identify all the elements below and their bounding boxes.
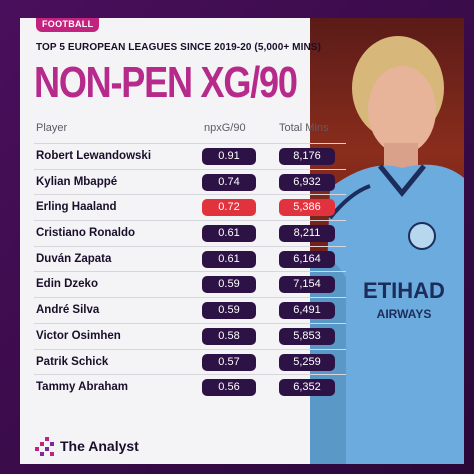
total-mins-value: 6,352 [279, 379, 335, 397]
player-name: Erling Haaland [36, 201, 117, 214]
npxg-value: 0.61 [202, 225, 256, 243]
club-badge-icon [408, 222, 436, 250]
npxg-value: 0.74 [202, 173, 256, 191]
stats-table: Robert Lewandowski 0.91 8,176 Kylian Mbappé… [34, 143, 346, 400]
npxg-value: 0.56 [202, 379, 256, 397]
table-row: André Silva 0.59 6,491 [34, 297, 346, 323]
table-row: Duván Zapata 0.61 6,164 [34, 245, 346, 272]
player-name: Robert Lewandowski [36, 150, 152, 162]
table-row: Tammy Abraham 0.56 6,352 [34, 374, 346, 400]
npxg-value: 0.59 [202, 302, 256, 320]
subtitle: TOP 5 EUROPEAN LEAGUES SINCE 2019-20 (5,… [36, 42, 322, 53]
table-row: Cristiano Ronaldo 0.61 8,211 [34, 220, 346, 246]
total-mins-value: 6,932 [279, 173, 335, 191]
player-name: Duván Zapata [36, 252, 112, 265]
table-row: Robert Lewandowski 0.91 8,176 [34, 143, 346, 169]
npxg-value: 0.91 [202, 148, 256, 165]
total-mins-value: 7,154 [279, 276, 335, 294]
collar-shape [378, 164, 426, 197]
npxg-value: 0.58 [202, 327, 256, 345]
table-row: Kylian Mbappé 0.74 6,932 [34, 168, 346, 195]
total-mins-value: 8,211 [279, 225, 335, 243]
table-row: Victor Osimhen 0.58 5,853 [34, 322, 346, 349]
brand-name: The Analyst [60, 438, 139, 454]
player-illustration: ETIHAD AIRWAYS [310, 36, 464, 464]
player-name: Edin Dzeko [36, 278, 98, 291]
player-photo: ETIHAD AIRWAYS [310, 18, 464, 464]
npxg-value: 0.72 [202, 199, 256, 217]
npxg-value: 0.57 [202, 353, 256, 371]
player-name: Cristiano Ronaldo [36, 227, 136, 240]
shirt-sponsor: ETIHAD [363, 278, 445, 303]
npxg-value: 0.59 [202, 276, 256, 294]
total-mins-value: 5,386 [279, 199, 335, 217]
player-name: Victor Osimhen [36, 329, 121, 342]
table-row: Patrik Schick 0.57 5,259 [34, 348, 346, 375]
player-name: Kylian Mbappé [36, 175, 118, 188]
npxg-value: 0.61 [202, 250, 256, 268]
total-mins-value: 5,259 [279, 353, 335, 371]
graphic-card: ETIHAD AIRWAYS FOOTBALL TOP 5 EUROPEAN L… [20, 18, 464, 464]
total-mins-value: 6,491 [279, 302, 335, 320]
total-mins-value: 6,164 [279, 250, 335, 268]
table-row: Erling Haaland 0.72 5,386 [34, 194, 346, 220]
total-mins-value: 5,853 [279, 327, 335, 345]
category-tag: FOOTBALL [36, 18, 100, 32]
total-mins-value: 8,176 [279, 148, 335, 165]
player-name: Patrik Schick [36, 355, 109, 368]
player-name: André Silva [36, 304, 100, 317]
page-title: NON-PEN XG/90 [34, 58, 298, 107]
table-row: Edin Dzeko 0.59 7,154 [34, 271, 346, 297]
shirt-sponsor-sub: AIRWAYS [377, 307, 432, 321]
column-header-player: Player [36, 122, 68, 134]
face-shape [368, 66, 436, 154]
player-name: Tammy Abraham [36, 381, 129, 394]
column-header-mins: Total Mins [279, 122, 329, 134]
column-header-xg: npxG/90 [204, 122, 246, 134]
analyst-logo-icon [35, 437, 54, 456]
